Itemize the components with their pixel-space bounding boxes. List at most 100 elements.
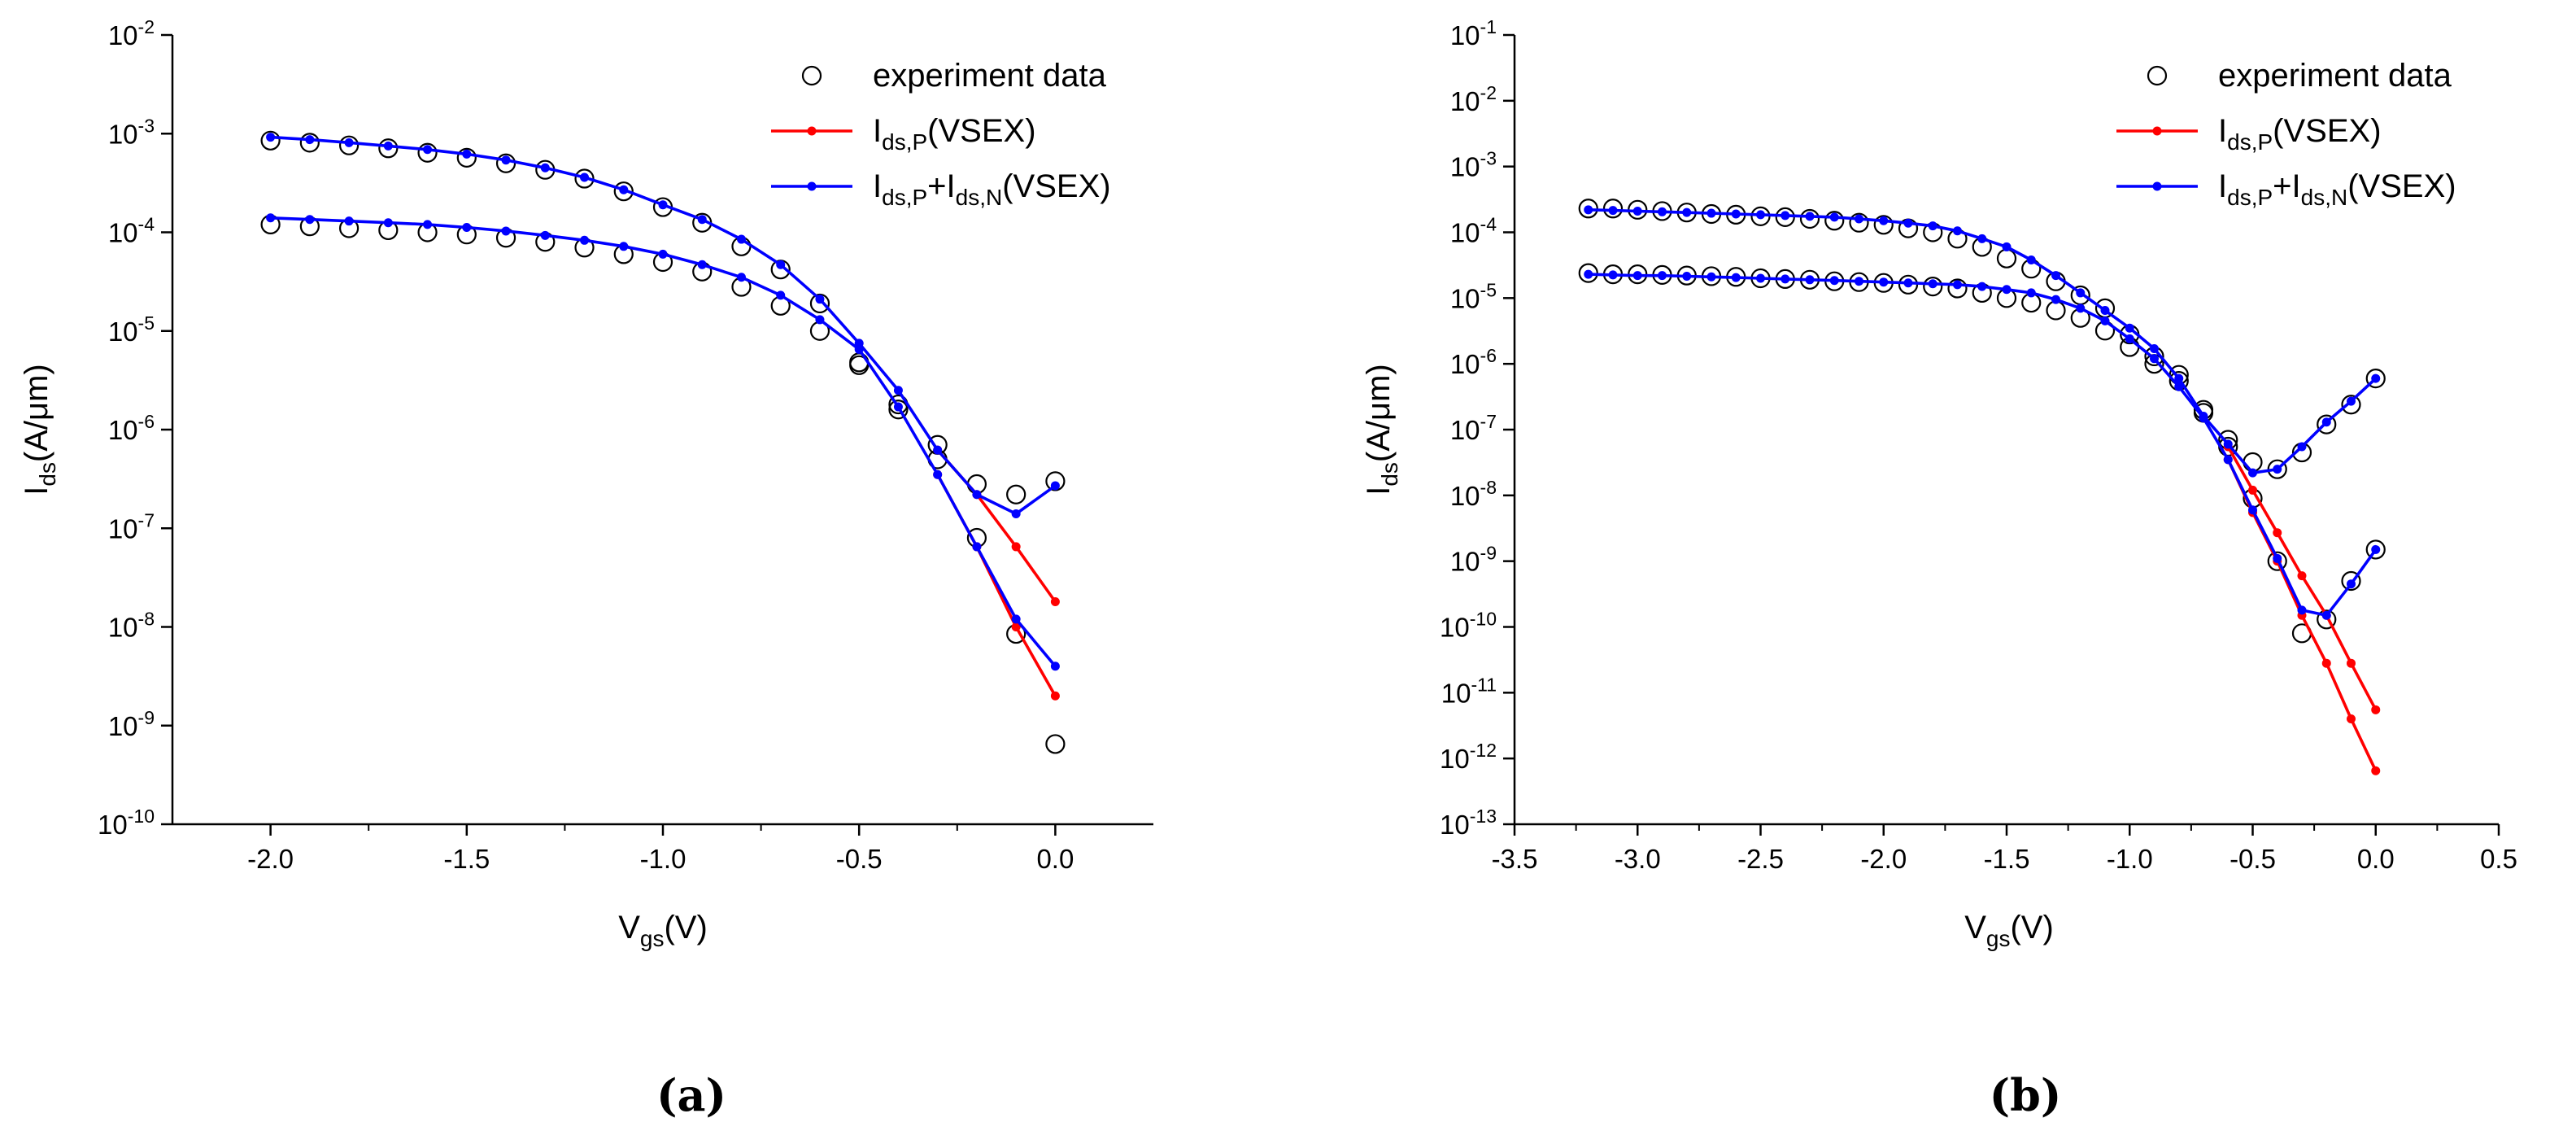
series-experiment-data [1578,263,2386,644]
series-point [2199,413,2208,423]
y-tick-exponent: -6 [1480,345,1497,366]
series-point [658,249,668,259]
series-point [1731,209,1741,219]
x-tick-label: -0.5 [2229,844,2276,874]
series-point [1756,273,1765,283]
series-point [501,155,511,165]
y-tick-base: 10 [1450,415,1480,445]
y-tick-base: 10 [108,415,138,445]
legend-marker-circle [2147,65,2168,86]
y-tick-label: 10-11 [1441,674,1497,708]
series-point [1658,271,1667,281]
series-point [2371,766,2381,775]
data-point-marker [1006,484,1026,504]
y-tick-exponent: -5 [1480,279,1497,300]
series-point [893,386,903,395]
data-point-marker [574,168,595,189]
data-point-marker [1947,278,1968,299]
series-point [2347,714,2356,724]
x-tick-label: -1.5 [1984,844,2030,874]
series-point [383,141,393,151]
data-point-marker [2365,368,2386,389]
y-tick-label: 10-6 [1450,345,1497,379]
series-point [1608,206,1618,216]
series-point [1781,211,1790,221]
legend-entry: Ids,P+Ids,N(VSEX) [2116,168,2456,210]
series-point [2100,305,2110,315]
panel-a: -2.0 -1.5 -1.0 -0.5 0.010-1010-910-810-710-6… [19,16,1153,1121]
series-point [2371,544,2381,554]
y-tick-label: 10-4 [108,214,155,248]
data-point-marker [378,138,399,159]
series-point [2100,316,2110,325]
series-point [658,200,668,210]
series-point [266,133,276,142]
x-axis-label-rest: (V) [2010,910,2053,945]
legend-line-marker [807,181,817,191]
series-point [2248,485,2257,495]
series-point [2076,288,2086,298]
y-tick-exponent: -12 [1470,740,1497,761]
series-point [2125,334,2134,343]
legend-label: Ids,P+Ids,N(VSEX) [873,168,1111,210]
legend-label-sub: ds,P [882,129,927,155]
series-ids-p-plus-ids-n-vsex [1584,269,2381,620]
series-point [1855,277,1863,286]
series-point [305,215,315,225]
y-tick-label: 10-10 [98,806,155,840]
series-point [1953,280,1962,290]
series-point [1805,212,1815,221]
legend-label: Ids,P(VSEX) [873,113,1036,155]
series-point [423,220,433,229]
y-tick-base: 10 [1450,547,1480,577]
series-point [1011,614,1021,624]
legend-line-marker [807,126,817,136]
series-point [1011,542,1021,552]
legend-label: experiment data [2218,58,2452,94]
y-tick-base: 10 [1441,678,1471,708]
y-tick-label: 10-2 [1450,82,1497,116]
legend-line-marker [2152,126,2162,136]
series-point [2026,288,2036,298]
y-tick-exponent: -4 [138,214,155,235]
series-point [2002,242,2012,251]
series-point [2321,658,2331,668]
y-tick-label: 10-9 [1450,543,1497,577]
series-point [2273,465,2282,474]
y-tick-exponent: -7 [138,509,155,531]
y-tick-base: 10 [1450,349,1480,379]
x-tick-label: 0.0 [2357,844,2395,874]
series-point [1977,234,1987,243]
series-point [2273,553,2282,563]
legend: experiment dataIds,P(VSEX)Ids,P+Ids,N(VS… [771,58,1111,210]
series-point [1781,274,1790,284]
data-point-marker [1824,211,1845,231]
y-tick-exponent: -5 [138,312,155,334]
series-point [344,216,354,226]
series-point [933,469,943,479]
series-point [1756,210,1765,220]
x-tick-label: -3.5 [1492,844,1538,874]
x-tick-label: 0.0 [1036,844,1074,874]
x-axis-label-main: V [618,910,640,945]
y-tick-exponent: -3 [1480,148,1497,169]
legend-label-sub: ds,P [882,185,927,210]
y-axis-label-sub: ds [1377,462,1402,487]
y-tick-base: 10 [1450,20,1480,50]
y-tick-base: 10 [1450,86,1480,116]
data-point-marker [1849,212,1869,233]
series-point [2248,468,2257,478]
series-point [1011,622,1021,631]
series-point [1928,221,1937,231]
series-point [1706,208,1716,218]
series-point [2026,255,2036,264]
data-point-marker [2317,414,2337,434]
data-point-marker [2267,551,2287,571]
legend-marker-circle [801,65,822,86]
data-point-marker [417,142,438,163]
y-axis-label: Ids(A/μm) [19,364,60,496]
legend-label-part: (VSEX) [2347,168,2456,204]
panel-caption: (a) [656,1069,726,1121]
legend-entry: Ids,P(VSEX) [771,113,1036,155]
series-point [2174,382,2184,391]
